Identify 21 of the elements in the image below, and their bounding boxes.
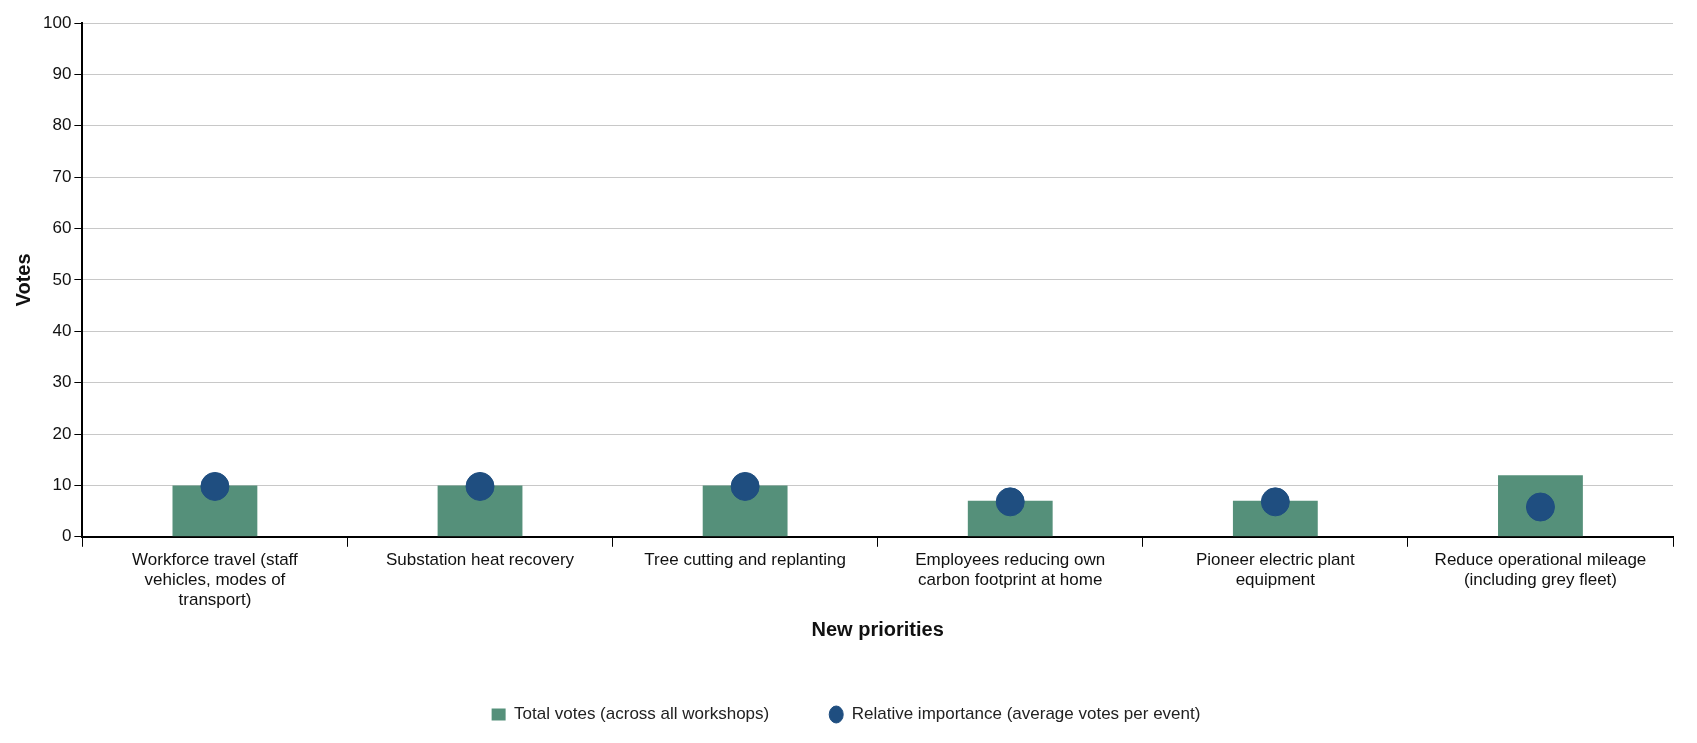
y-tick-label: 50 [52, 269, 72, 289]
y-tick-label: 30 [52, 372, 72, 392]
y-tick-label: 80 [52, 115, 72, 135]
y-tick-label: 40 [52, 320, 72, 340]
y-tick-label: 70 [52, 166, 72, 186]
legend-label: Relative importance (average votes per event) [851, 704, 1201, 724]
y-axis-title: Votes [11, 253, 34, 307]
x-axis-title: New priorities [811, 617, 944, 640]
y-tick-label: 100 [42, 12, 72, 32]
y-tick-label: 10 [52, 475, 72, 495]
y-tick-label: 0 [61, 526, 72, 546]
legend-label: Total votes (across all workshops) [514, 704, 770, 724]
y-tick-label: 20 [52, 423, 72, 443]
x-tick-label: Tree cutting and replanting [644, 549, 846, 569]
x-tick-label: Pioneer electric plant equipment [1195, 549, 1355, 590]
x-tick-label: Employees reducing own carbon footprint at home [915, 549, 1106, 590]
y-tick-label: 60 [52, 218, 72, 238]
x-tick-label: Reduce operational mileage (including grey fleet) [1434, 549, 1647, 590]
y-tick-label: 90 [52, 64, 72, 84]
x-tick-label: Workforce travel (staff vehicles, modes of transport) [132, 549, 299, 610]
x-tick-label: Substation heat recovery [385, 549, 575, 569]
